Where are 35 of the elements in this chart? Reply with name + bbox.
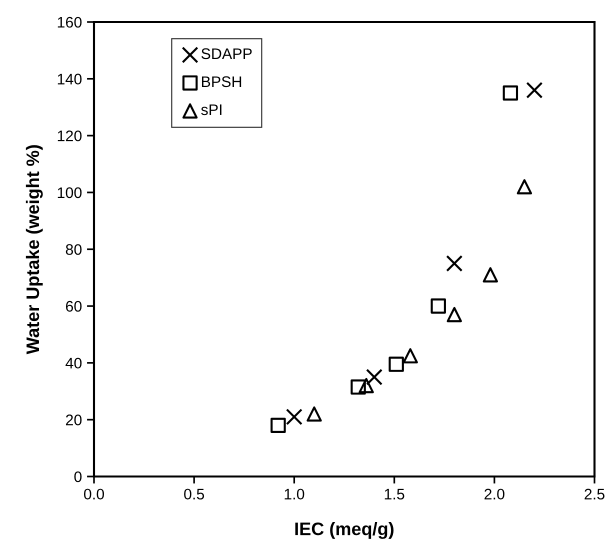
point xyxy=(366,368,383,386)
x-tick-label: 1.0 xyxy=(284,488,304,500)
x-tick-label: 2.0 xyxy=(484,488,504,500)
point xyxy=(516,179,532,194)
legend-label: SDAPP xyxy=(201,48,252,60)
y-axis-title: Water Uptake (weight %) xyxy=(26,145,43,354)
x-tick-label: 0.0 xyxy=(84,488,104,500)
point xyxy=(446,306,462,322)
x-axis-title: IEC (meq/g) xyxy=(295,522,394,539)
point xyxy=(270,418,286,433)
point xyxy=(430,298,446,314)
point xyxy=(402,348,418,364)
point xyxy=(358,378,374,394)
legend-label: sPI xyxy=(201,104,222,116)
y-tick-label: 140 xyxy=(58,74,82,84)
y-tick-label: 60 xyxy=(66,300,82,312)
point xyxy=(502,85,518,101)
y-tick-label: 20 xyxy=(66,414,82,426)
legend-label: BPSH xyxy=(202,76,242,88)
point xyxy=(482,267,498,282)
y-tick-label: 80 xyxy=(66,244,82,255)
point xyxy=(306,406,322,422)
y-tick-label: 100 xyxy=(58,187,82,198)
x-tick-label: 0.5 xyxy=(184,488,204,500)
y-tick-label: 160 xyxy=(58,16,82,28)
point xyxy=(286,408,303,426)
point xyxy=(526,82,543,99)
x-tick-label: 2.5 xyxy=(584,488,604,500)
x-tick-label: 1.5 xyxy=(384,488,404,500)
y-tick-label: 120 xyxy=(58,130,82,142)
point xyxy=(350,379,366,395)
y-tick-label: 0 xyxy=(74,471,82,482)
point xyxy=(446,255,463,272)
point xyxy=(388,356,404,372)
y-tick-label: 40 xyxy=(66,358,82,369)
